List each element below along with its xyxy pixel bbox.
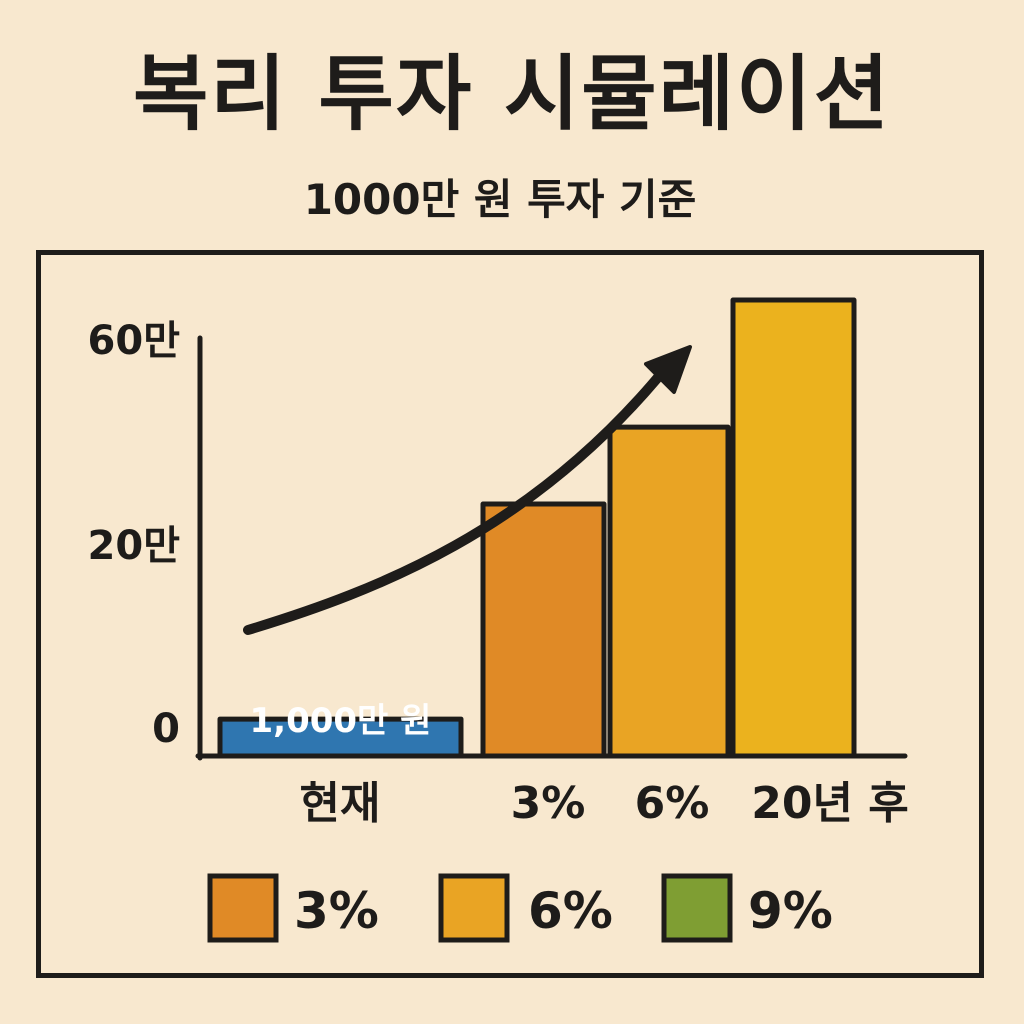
bar-4 (730, 297, 857, 759)
legend-swatch-3 (661, 873, 733, 943)
x-tick-label: 6% (635, 778, 710, 829)
y-tick-label: 20만 (88, 523, 181, 569)
x-tick-label: 20년 후 (751, 778, 909, 829)
bar-1 (217, 716, 464, 759)
legend-label: 6% (528, 882, 613, 940)
bar-2 (480, 501, 607, 759)
chart-frame (36, 250, 984, 978)
bar-data-label: 1,000만 원 (250, 701, 432, 741)
legend-label: 3% (294, 882, 379, 940)
chart-subtitle: 1000만 원 투자 기준 (303, 175, 697, 224)
legend-swatch-2 (438, 873, 510, 943)
legend-label: 9% (748, 882, 833, 940)
bar-3 (607, 424, 731, 759)
y-tick-label: 60만 (88, 318, 181, 364)
legend-swatch-1 (207, 873, 279, 943)
trend-arrow-head (644, 345, 692, 394)
y-tick-label: 0 (152, 706, 180, 752)
x-tick-label: 3% (511, 778, 586, 829)
trend-arrow (243, 370, 665, 635)
x-tick-label: 현재 (300, 778, 381, 829)
chart-title: 복리 투자 시뮬레이션 (132, 47, 892, 142)
